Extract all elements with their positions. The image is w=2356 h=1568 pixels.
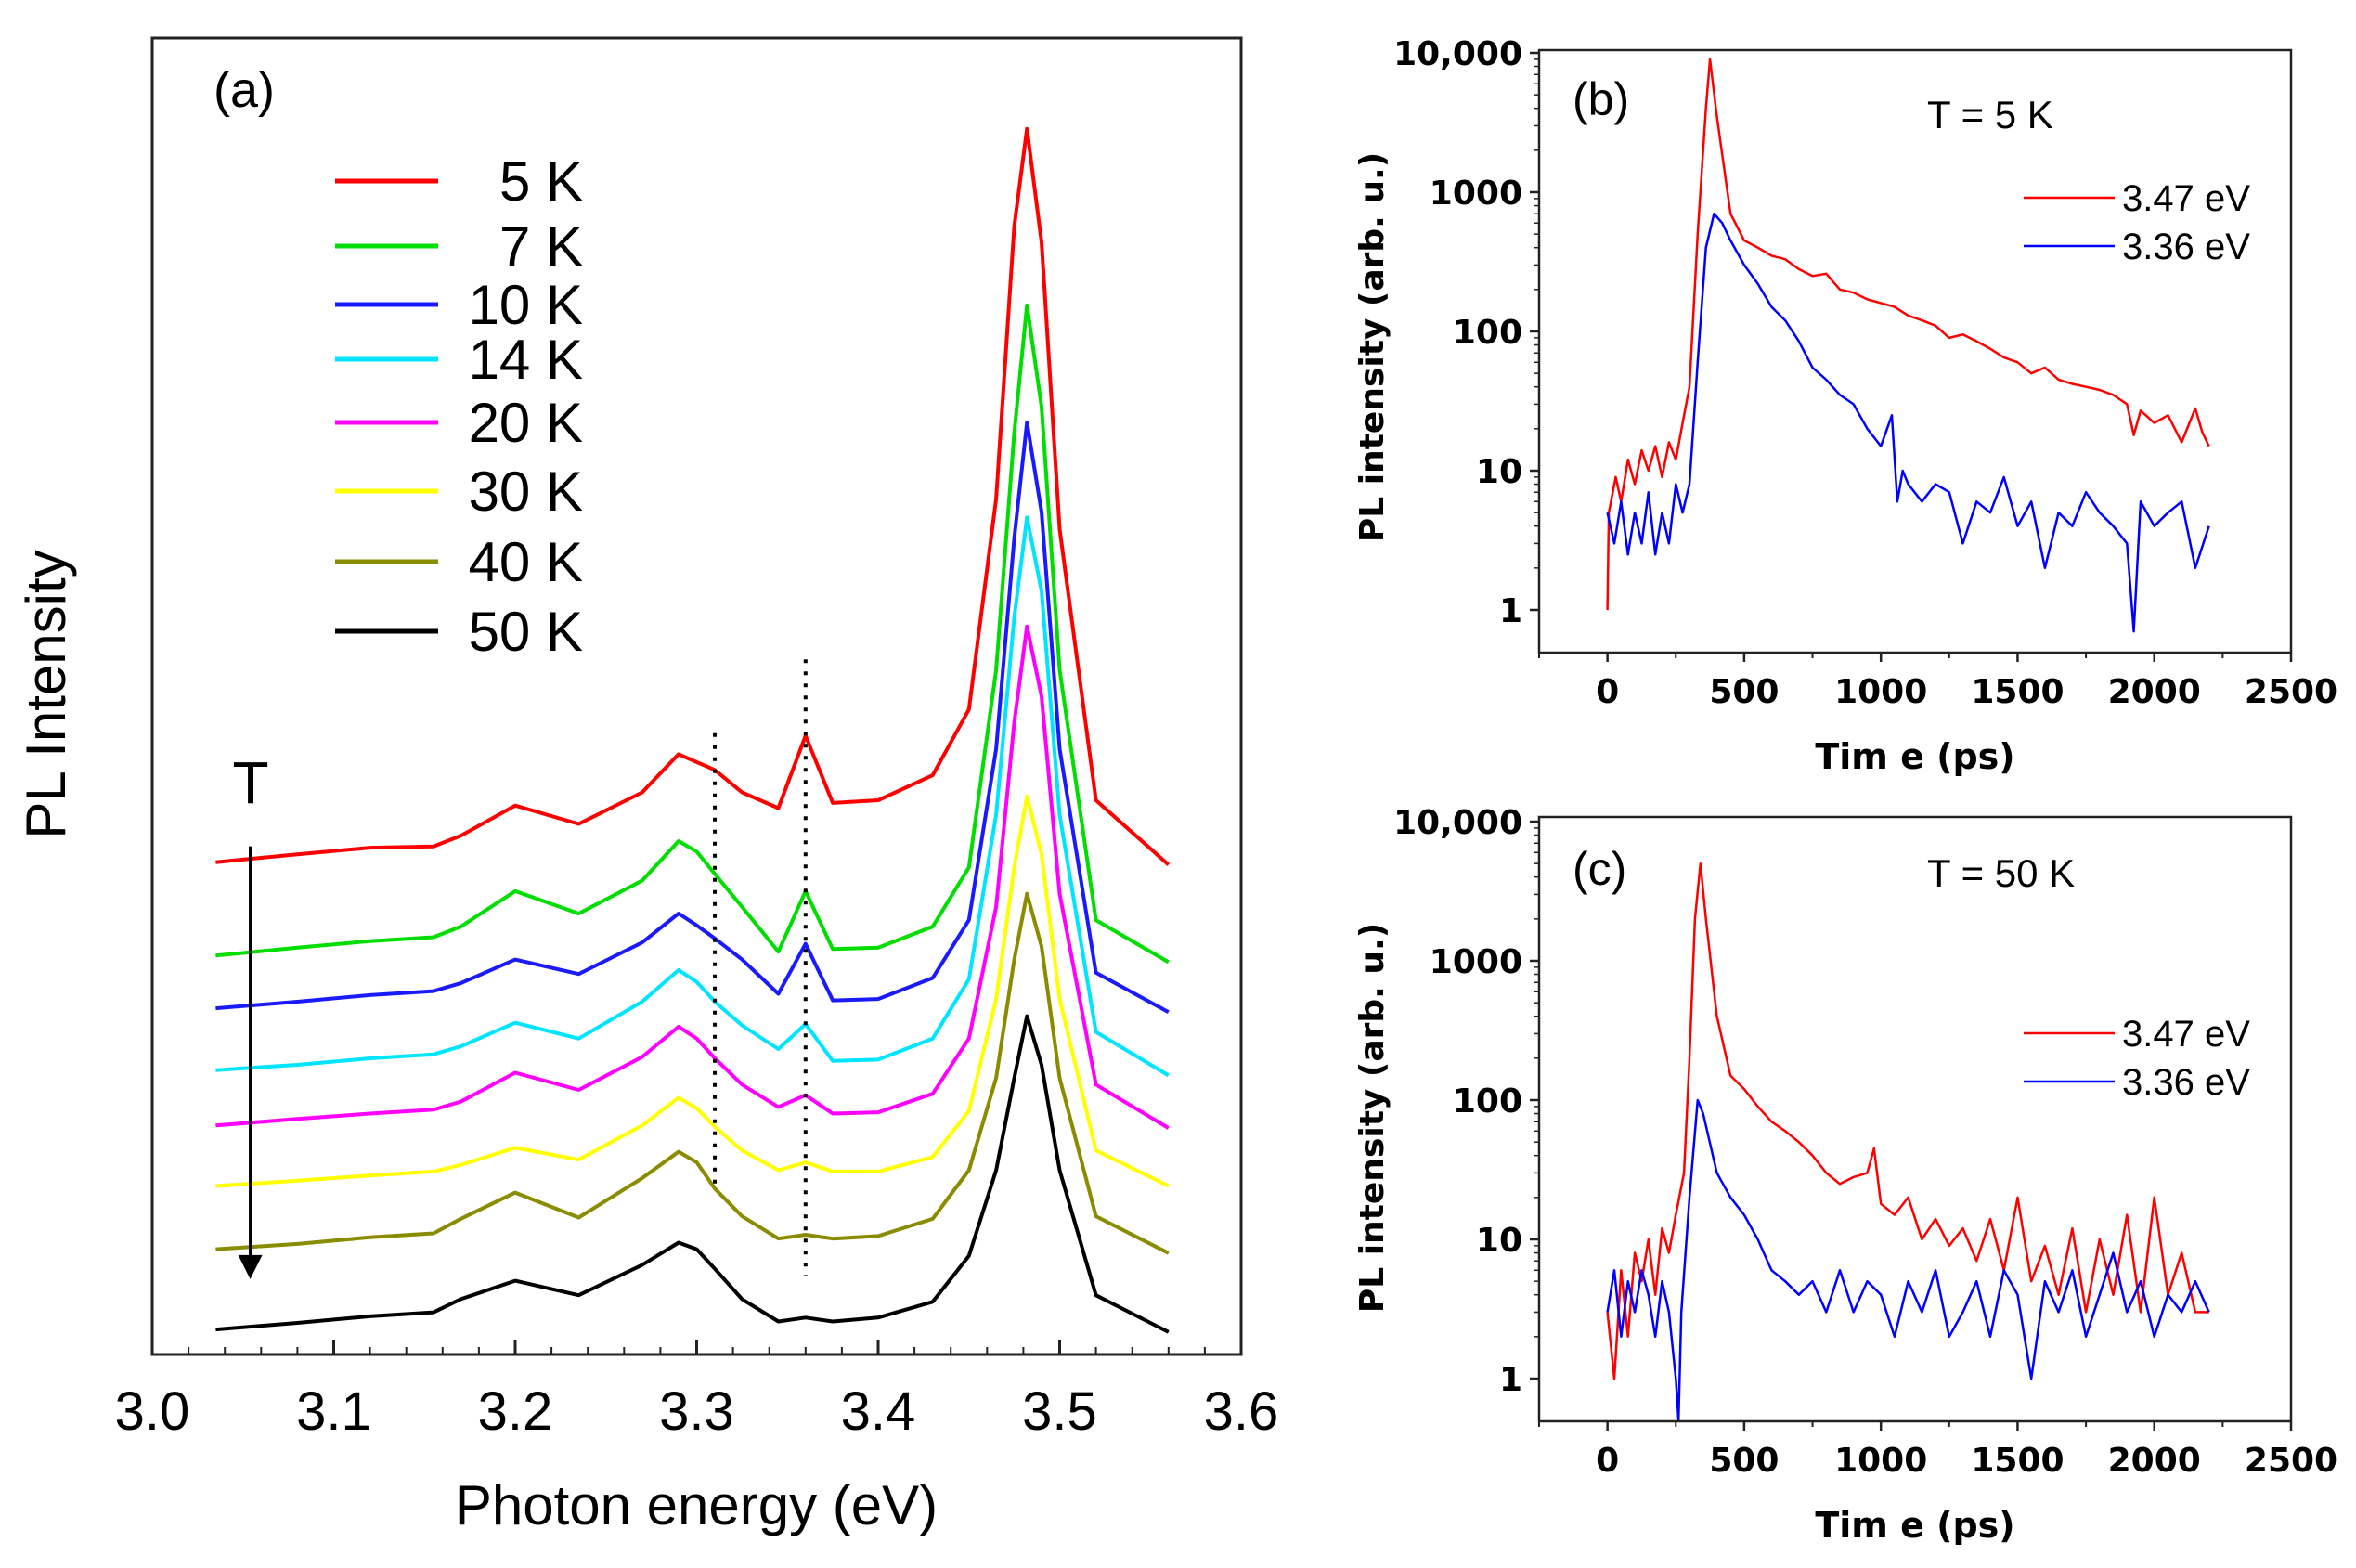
y-tick-label: 100 — [1453, 314, 1522, 352]
y-tick-label: 1 — [1499, 1361, 1522, 1399]
y-tick-label: 100 — [1453, 1082, 1522, 1121]
legend-label: 3.47 eV — [2122, 1014, 2250, 1055]
decay-curve-347eV — [1606, 862, 2209, 1380]
x-axis-ticks: 3.0 3.1 3.2 3.3 3.4 3.5 3.6 — [115, 1340, 1279, 1442]
x-tick-label: 2500 — [2245, 673, 2337, 711]
legend-label: 40 K — [469, 531, 583, 593]
legend-label: 7 K — [499, 215, 583, 278]
decay-curve-336eV — [1606, 212, 2210, 633]
x-tick-label: 3.1 — [296, 1381, 371, 1442]
legend: 5 K7 K10 K14 K20 K30 K 40 K 50 K — [335, 150, 583, 663]
x-tick-label: 500 — [1709, 673, 1779, 711]
x-tick-label: 3.2 — [478, 1381, 553, 1442]
temperature-annotation: T = 5 K — [1927, 93, 2053, 136]
decay-curve-336eV — [1606, 1098, 2210, 1421]
x-tick-label: 500 — [1709, 1442, 1779, 1480]
dotted-guides — [713, 659, 808, 1276]
spectrum-10k — [215, 421, 1170, 1015]
decay-curves — [1606, 58, 2210, 633]
spectrum-5k — [215, 126, 1171, 866]
arrow-head — [238, 1254, 263, 1279]
legend-label: 14 K — [469, 329, 583, 391]
decay-curve-347eV — [1606, 58, 2210, 611]
x-tick-label: 2000 — [2108, 673, 2201, 711]
legend-label: 20 K — [469, 392, 583, 454]
x-tick-label: 3.0 — [115, 1381, 190, 1442]
y-tick-label: 10,000 — [1393, 35, 1522, 73]
plot-frame-a — [150, 36, 1243, 1356]
decay-curves — [1606, 862, 2210, 1421]
x-tick-label: 2000 — [2108, 1442, 2201, 1480]
x-tick-label: 1500 — [1971, 673, 2064, 711]
legend-label: 3.36 eV — [2122, 227, 2250, 267]
panel-label: (a) — [214, 62, 275, 118]
x-tick-label: 0 — [1596, 1442, 1619, 1480]
y-tick-label: 1 — [1499, 592, 1522, 630]
x-axis-label: Photon energy (eV) — [455, 1474, 938, 1536]
x-tick-label: 3.6 — [1204, 1381, 1279, 1442]
y-tick-label: 10,000 — [1393, 804, 1522, 842]
x-tick-label: 2500 — [2245, 1442, 2337, 1480]
y-tick-label: 1000 — [1430, 943, 1522, 981]
temperature-arrow-label: T — [232, 749, 268, 816]
plot-frame — [1537, 815, 2293, 1423]
spectrum-50k — [215, 1014, 1170, 1334]
plot-frame — [1537, 48, 2293, 654]
panel-c: (c) T = 50 K Tim e (ps) PL intensity (ar… — [1353, 804, 2337, 1546]
x-tick-label: 1500 — [1971, 1442, 2064, 1480]
temperature-arrow — [238, 846, 263, 1279]
spectra-curves — [215, 126, 1171, 1334]
y-axis-label: PL intensity (arb. u.) — [1353, 152, 1392, 542]
panel-label: (c) — [1573, 843, 1626, 895]
y-tick-label: 10 — [1476, 1222, 1522, 1260]
x-tick-label: 3.3 — [659, 1381, 734, 1442]
x-tick-label: 1000 — [1834, 1442, 1927, 1480]
temperature-annotation: T = 50 K — [1927, 851, 2075, 895]
x-tick-label: 0 — [1596, 673, 1619, 711]
legend-label: 30 K — [469, 460, 583, 523]
legend-label: 10 K — [469, 274, 583, 336]
x-tick-label: 3.4 — [841, 1381, 916, 1442]
spectrum-40k — [215, 891, 1170, 1255]
y-axis-label: PL Intensity — [15, 550, 77, 838]
spectrum-30k — [215, 794, 1170, 1188]
legend-label: 3.47 eV — [2122, 178, 2250, 219]
spectrum-7k — [215, 303, 1170, 965]
panel-label: (b) — [1573, 73, 1629, 125]
x-axis-label: Tim e (ps) — [1815, 1505, 2014, 1546]
legend-label: 3.36 eV — [2122, 1062, 2250, 1103]
spectrum-14k — [215, 515, 1170, 1078]
x-tick-label: 1000 — [1834, 673, 1927, 711]
legend-label: 50 K — [469, 601, 583, 663]
x-tick-label: 3.5 — [1022, 1381, 1097, 1442]
panel-b: (b) T = 5 K Tim e (ps) PL intensity (arb… — [1353, 35, 2337, 777]
legend-label: 5 K — [499, 150, 583, 213]
panel-a: 3.0 3.1 3.2 3.3 3.4 3.5 3.6 (a) 5 K7 K10 K14 K… — [15, 36, 1279, 1536]
x-axis-label: Tim e (ps) — [1815, 736, 2014, 777]
y-axis-label: PL intensity (arb. u.) — [1353, 923, 1392, 1313]
y-tick-label: 1000 — [1430, 175, 1522, 213]
spectrum-20k — [215, 624, 1170, 1130]
y-tick-label: 10 — [1476, 453, 1522, 491]
